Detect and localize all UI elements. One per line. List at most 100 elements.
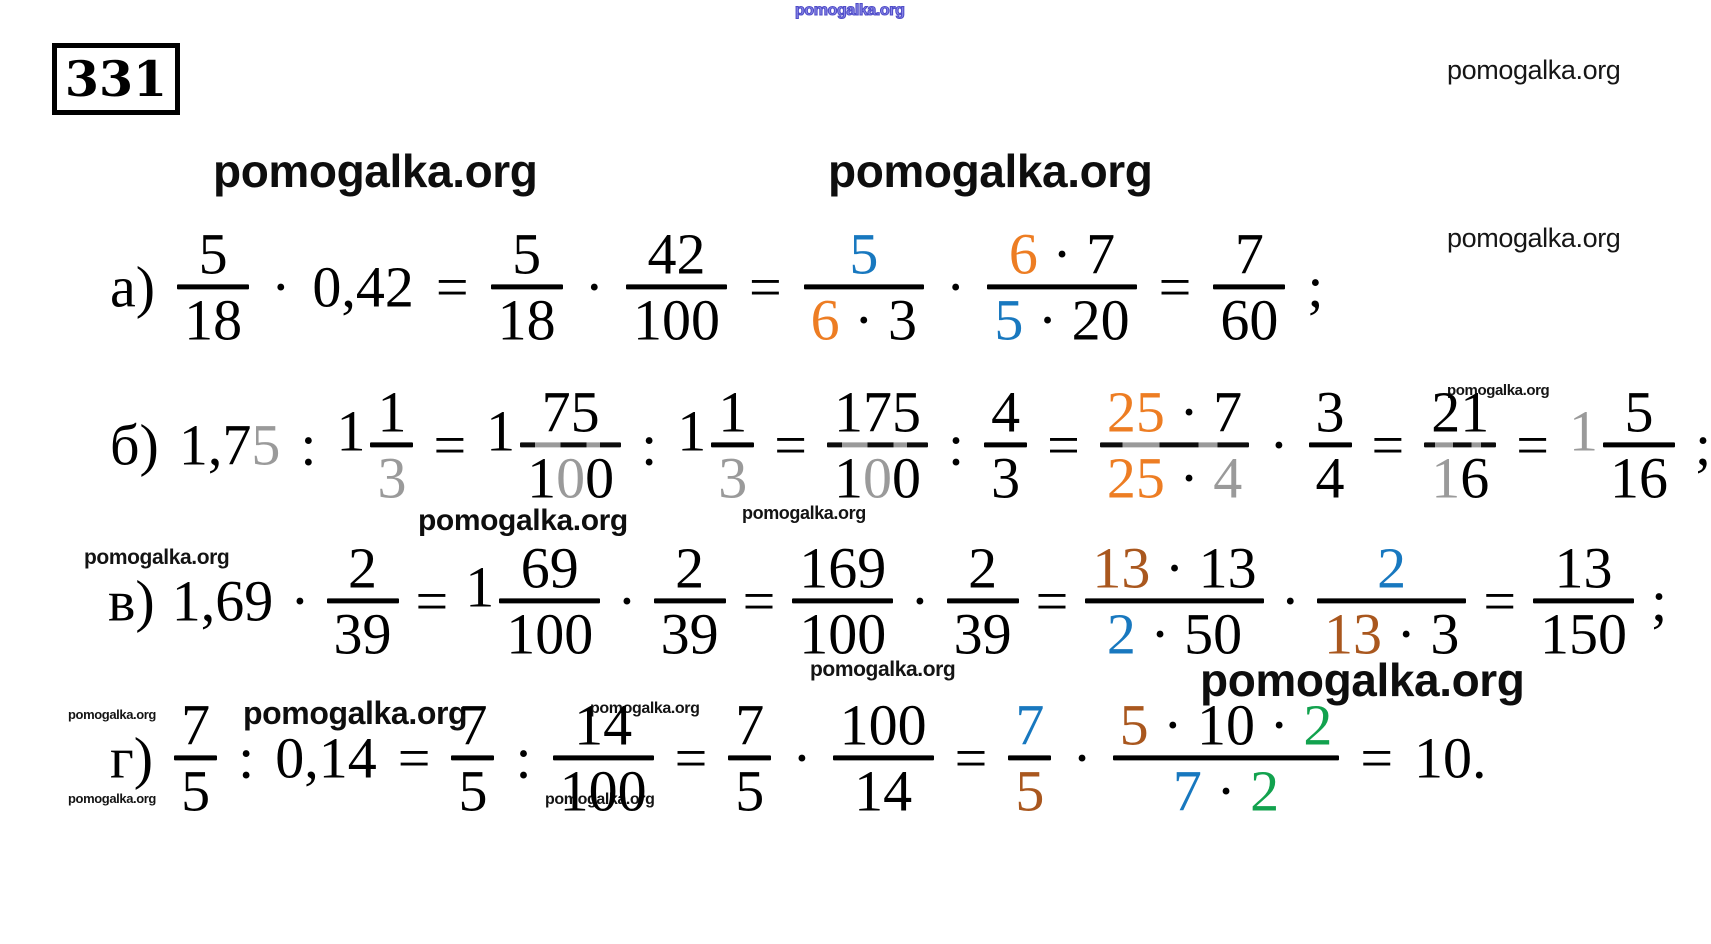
math-glyphs: 69	[520, 535, 579, 601]
math-text: =	[1360, 729, 1393, 787]
math-glyphs: 175	[834, 379, 922, 445]
watermark-pomogalka: pomogalka.org	[810, 658, 956, 681]
math-glyphs: 25	[1106, 379, 1165, 445]
math-glyphs: · 3	[839, 287, 917, 353]
math-glyphs: · 50	[1135, 601, 1243, 667]
math-glyphs: 7	[181, 692, 211, 758]
fraction-denominator: 39	[654, 605, 726, 663]
math-glyphs: 1	[527, 445, 557, 511]
math-text: =	[1372, 416, 1405, 474]
fraction-denominator: 16	[1603, 449, 1675, 507]
fraction-denominator: 4	[1309, 449, 1352, 507]
fraction-denominator: 39	[327, 605, 399, 663]
fraction-bar	[1424, 442, 1497, 448]
mixed-number: 1 5 16	[1569, 383, 1675, 507]
math-glyphs: 1	[377, 379, 407, 445]
mixed-number-integer: 1	[336, 402, 365, 460]
watermark-pomogalka: pomogalka.org	[742, 503, 866, 523]
fraction-numerator: 13 · 13	[1085, 539, 1263, 597]
math-glyphs: 0,42	[312, 254, 414, 319]
fraction-denominator: 100	[827, 449, 928, 507]
watermark-pomogalka: pomogalka.org	[1447, 382, 1550, 399]
math-glyphs: 2	[1303, 692, 1333, 758]
math-glyphs: 5	[198, 221, 228, 287]
math-glyphs: :	[238, 725, 255, 790]
math-glyphs: 1	[718, 379, 748, 445]
math-glyphs: ·	[271, 254, 291, 319]
math-glyphs: 100	[506, 601, 594, 667]
math-glyphs: =	[774, 412, 808, 477]
math-glyphs: 3	[377, 445, 407, 511]
math-glyphs: 4	[1315, 445, 1345, 511]
math-text: ·	[1269, 416, 1288, 474]
math-text: =	[398, 729, 431, 787]
math-text: ;	[1651, 572, 1667, 630]
mixed-number-integer: 1	[486, 402, 515, 460]
fraction-denominator: 6 · 3	[804, 291, 924, 349]
math-glyphs: 1	[465, 554, 495, 619]
math-glyphs: 2	[968, 535, 998, 601]
math-glyphs: :	[300, 412, 317, 477]
math-glyphs: 100	[799, 601, 887, 667]
math-text: ·	[617, 572, 636, 630]
math-glyphs: 0	[892, 445, 922, 511]
fraction-numerator: 100	[833, 696, 934, 754]
math-glyphs: 169	[799, 535, 887, 601]
math-glyphs: 3	[991, 445, 1021, 511]
math-glyphs: 1,69	[171, 568, 274, 633]
math-glyphs: 5	[1624, 379, 1654, 445]
fraction-bar	[451, 755, 495, 761]
fraction-denominator: 7 · 2	[1166, 762, 1286, 820]
watermark-pomogalka: pomogalka.org	[68, 791, 156, 806]
fraction: 2 39	[326, 539, 399, 663]
math-text: =	[743, 572, 776, 630]
fraction: 5 16	[1602, 383, 1675, 507]
mixed-number: 1 69 100	[465, 539, 601, 663]
fraction-bar	[827, 442, 929, 448]
fraction-bar	[987, 284, 1137, 290]
math-glyphs: 1	[1431, 445, 1461, 511]
math-glyphs: ·	[584, 254, 604, 319]
math-text: =	[1159, 258, 1192, 316]
math-glyphs: 7	[1172, 758, 1202, 824]
equation-row-b: б) 1,75:1 1 3 = 1 75 100:1 1 3 = 175 100:4 3 = 25 · 7 25…	[110, 383, 1711, 507]
fraction-denominator: 60	[1213, 291, 1285, 349]
fraction-numerator: 6 · 7	[1002, 225, 1122, 283]
fraction-denominator: 16	[1424, 449, 1496, 507]
fraction-denominator: 18	[177, 291, 249, 349]
math-glyphs: 39	[953, 601, 1012, 667]
fraction: 5 18	[490, 225, 563, 349]
math-glyphs: 14	[574, 692, 633, 758]
fraction-numerator: 7	[1008, 696, 1051, 754]
math-glyphs: ·	[617, 568, 637, 633]
math-glyphs: 1	[486, 398, 516, 463]
math-glyphs: 18	[184, 287, 243, 353]
math-glyphs: 5	[994, 287, 1024, 353]
math-text: ·	[271, 258, 290, 316]
math-glyphs: 2	[1250, 758, 1280, 824]
fraction-denominator: 100	[792, 605, 893, 663]
fraction-bar	[177, 284, 250, 290]
fraction-denominator: 13 · 3	[1317, 605, 1466, 663]
math-glyphs: :	[948, 412, 965, 477]
math-text: =	[675, 729, 708, 787]
math-glyphs: · 10 ·	[1148, 692, 1304, 758]
math-glyphs: 0	[585, 445, 615, 511]
problem-number: 331	[64, 50, 168, 108]
fraction-numerator: 169	[792, 539, 893, 597]
fraction-denominator: 5	[174, 762, 217, 820]
fraction: 2 39	[653, 539, 726, 663]
math-glyphs: 1	[677, 398, 707, 463]
fraction-numerator: 2	[1370, 539, 1413, 597]
math-glyphs: 100	[632, 287, 720, 353]
math-glyphs: 3	[1315, 379, 1345, 445]
fraction-bar	[1533, 598, 1635, 604]
math-glyphs: · 20	[1023, 287, 1130, 353]
fraction-denominator: 25 · 4	[1100, 449, 1249, 507]
fraction-numerator: 175	[827, 383, 928, 441]
math-text: :	[641, 416, 657, 474]
